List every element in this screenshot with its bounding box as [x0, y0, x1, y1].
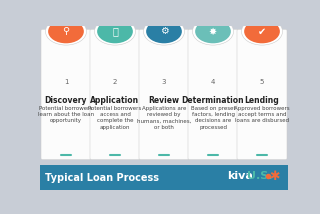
FancyBboxPatch shape — [188, 29, 238, 160]
Text: 3: 3 — [162, 79, 166, 85]
Text: Application: Application — [91, 96, 140, 105]
Text: kiva: kiva — [227, 171, 253, 181]
Circle shape — [48, 20, 84, 43]
Circle shape — [244, 20, 280, 43]
Text: Potential borrowers
access and
complete the
application: Potential borrowers access and complete … — [88, 106, 142, 129]
Text: ✔: ✔ — [258, 27, 266, 36]
Circle shape — [195, 20, 231, 43]
FancyBboxPatch shape — [40, 165, 288, 190]
Circle shape — [45, 18, 86, 45]
Text: Applications are
reviewed by
humans, machines,
or both: Applications are reviewed by humans, mac… — [137, 106, 191, 129]
Circle shape — [97, 20, 133, 43]
Text: U.S.: U.S. — [247, 171, 273, 181]
Text: ⎙: ⎙ — [112, 27, 118, 36]
FancyBboxPatch shape — [237, 29, 287, 160]
Circle shape — [143, 18, 185, 45]
FancyBboxPatch shape — [41, 29, 91, 160]
Text: Typical Loan Process: Typical Loan Process — [45, 173, 159, 183]
Text: Discovery: Discovery — [45, 96, 87, 105]
Text: 2: 2 — [113, 79, 117, 85]
Text: ⚙: ⚙ — [160, 27, 168, 36]
Circle shape — [192, 18, 234, 45]
Text: ✸: ✸ — [209, 27, 217, 36]
Text: Review: Review — [148, 96, 180, 105]
Text: Potential borrowers
learn about the loan
opportunity: Potential borrowers learn about the loan… — [38, 106, 94, 123]
Text: Determination: Determination — [182, 96, 244, 105]
Circle shape — [146, 20, 182, 43]
FancyBboxPatch shape — [139, 29, 189, 160]
Text: Based on preset
factors, lending
decisions are
processed: Based on preset factors, lending decisio… — [191, 106, 235, 129]
Text: 1: 1 — [64, 79, 68, 85]
Text: 5: 5 — [260, 79, 264, 85]
Text: Approved borrowers
accept terms and
loans are disbursed: Approved borrowers accept terms and loan… — [234, 106, 290, 123]
Circle shape — [242, 18, 283, 45]
Text: ✱: ✱ — [269, 169, 280, 183]
Text: Lending: Lending — [244, 96, 279, 105]
Text: ⚲: ⚲ — [62, 27, 69, 36]
Circle shape — [94, 18, 136, 45]
Text: 4: 4 — [211, 79, 215, 85]
FancyBboxPatch shape — [90, 29, 140, 160]
